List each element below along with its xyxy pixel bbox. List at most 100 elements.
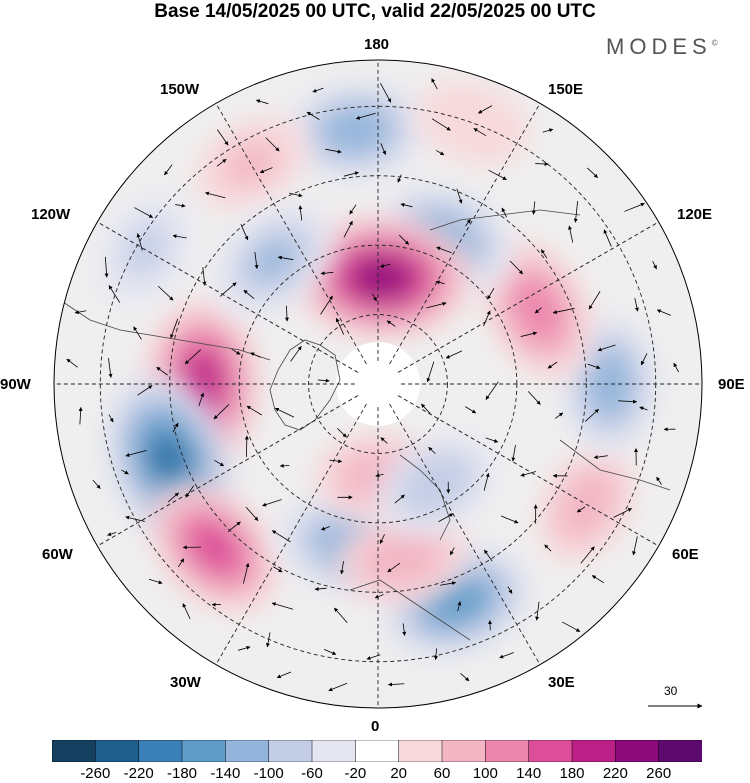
wind-vector [485,381,499,400]
lon-label-150w: 150W [160,81,200,98]
wind-vector [542,128,554,133]
wind-vector [436,150,445,156]
wind-vector [509,260,523,275]
wind-vector [656,476,662,485]
meridian-line [389,403,541,665]
colorbar-tick-label: 180 [559,765,585,782]
wind-vector [137,385,153,396]
wind-vector [246,405,262,416]
wind-vector [624,202,645,212]
wind-vector [136,233,143,251]
wind-vector [639,406,648,411]
wind-vector [587,167,598,178]
anomaly-pos-180 [291,216,472,340]
wind-vector [244,435,249,457]
polar-cap [336,342,420,426]
colorbar-swatch [355,740,400,762]
wind-vector [440,581,457,586]
wind-vector [290,345,302,362]
colorbar-swatch [528,740,573,762]
wind-vector [460,673,470,682]
colorbar-swatch [485,740,530,762]
wind-vector [656,309,672,316]
wind-vector [457,601,462,612]
meridian-line [215,103,367,365]
wind-vector [74,310,87,315]
wind-vector [185,485,194,498]
colorbar-swatch [225,740,270,762]
wind-vector [397,174,402,183]
wind-vector [431,118,451,131]
wind-vector [337,428,347,438]
wind-vector [213,404,230,420]
colorbar-tick-label: -60 [301,765,323,782]
wind-vector [438,513,454,523]
colorbar-swatch [658,740,702,762]
wind-vector [449,547,455,556]
wind-vector [198,392,205,407]
wind-vector [426,301,447,309]
wind-vector [613,508,632,518]
wind-vector [172,422,179,433]
wind-vector [259,167,273,174]
wind-vector [325,148,342,154]
wind-vector [387,682,405,687]
wind-vector [273,566,283,573]
wind-vector [108,285,121,303]
colorbar-tick-label: 220 [602,765,628,782]
wind-vector [400,202,413,208]
wind-vector [271,602,294,610]
wind-vector [485,437,499,443]
wind-vector [372,293,377,302]
wind-vector [255,99,269,105]
wind-vector [157,285,174,301]
wind-vector [217,129,229,146]
meridian-line [215,403,367,665]
wind-vector [170,318,179,339]
colorbar-tick-label: -100 [253,765,284,782]
wind-scale-label: 30 [664,684,678,698]
wind-vector [182,603,191,620]
wind-vector [250,352,261,358]
wind-vector [335,317,345,335]
lon-label-60e: 60E [672,546,699,563]
wind-vector [320,526,330,531]
wind-vector [561,621,581,632]
wind-vector [402,623,407,636]
wind-vector [398,234,410,245]
wind-vector [254,251,259,270]
wind-vector [349,204,357,215]
anomaly-pos-165e [416,80,530,166]
wind-vector [584,408,599,422]
wind-vector [540,249,548,259]
wind-vector [334,607,348,623]
meridian-line [397,221,659,373]
lon-label-30w: 30W [170,674,201,691]
wind-vector [178,558,185,568]
anomaly-neg-175w [284,81,427,179]
wind-vector [520,471,536,477]
wind-vector [164,164,173,176]
wind-vector [535,601,540,621]
wind-vector [343,220,353,238]
wind-vector [175,203,186,208]
wind-vector [107,531,117,536]
lat-lon-grid [54,60,702,708]
wind-vector [276,671,292,679]
colorbar-swatch [181,740,227,762]
wind-vector [673,362,679,373]
wind-vector [245,506,259,521]
colorbar [52,740,702,762]
wind-vector [104,256,109,278]
wind-vector [380,143,387,155]
wind-vector [231,348,241,355]
wind-vector [262,499,282,507]
brand-logo: MODES© [606,34,718,59]
wind-vector [298,205,303,221]
lon-label-150e: 150E [548,81,584,98]
wind-vector [78,406,83,425]
wind-vector [531,201,536,215]
wind-vector [243,562,250,584]
wind-vector [499,652,514,659]
wind-vector [483,472,490,491]
